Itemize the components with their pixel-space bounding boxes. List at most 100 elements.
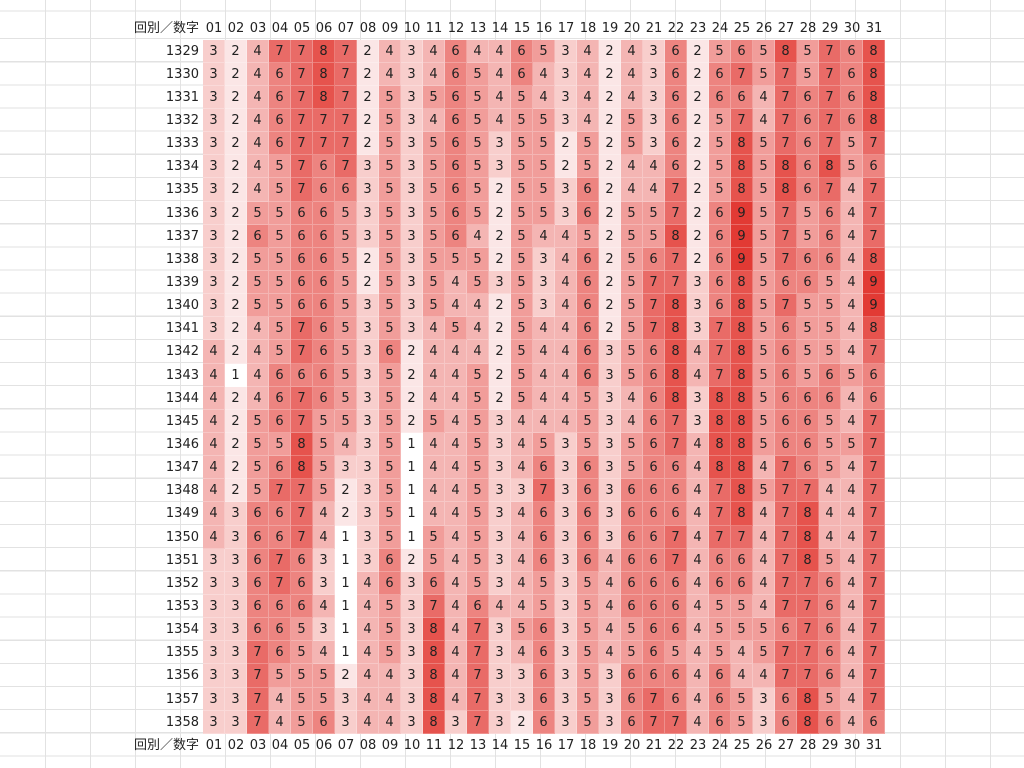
cell: 2 xyxy=(357,271,379,295)
cell: 4 xyxy=(203,525,225,549)
cell: 5 xyxy=(753,294,775,318)
cell: 5 xyxy=(423,85,445,110)
cell: 4 xyxy=(247,62,269,86)
cell: 5 xyxy=(577,595,599,619)
cell: 3 xyxy=(489,618,511,642)
cell: 5 xyxy=(709,132,731,156)
cell: 6 xyxy=(269,109,291,133)
cell: 8 xyxy=(863,62,885,86)
cell: 3 xyxy=(401,201,423,225)
cell: 4 xyxy=(247,85,269,110)
cell: 4 xyxy=(687,548,709,572)
cell: 5 xyxy=(621,132,643,156)
cell: 2 xyxy=(401,363,423,387)
cell: 4 xyxy=(423,109,445,133)
cell: 6 xyxy=(269,363,291,387)
cell: 8 xyxy=(665,363,687,387)
cell: 2 xyxy=(489,294,511,318)
cell: 5 xyxy=(511,224,533,248)
cell: 3 xyxy=(203,271,225,295)
column-header: 25 xyxy=(733,20,751,36)
cell: 5 xyxy=(467,571,489,595)
cell: 4 xyxy=(841,502,863,526)
cell: 7 xyxy=(709,479,731,503)
cell: 3 xyxy=(203,571,225,595)
cell: 7 xyxy=(643,271,665,295)
cell: 5 xyxy=(379,247,401,272)
cell: 4 xyxy=(445,340,467,364)
cell: 5 xyxy=(533,595,555,619)
cell: 4 xyxy=(313,502,335,526)
cell: 5 xyxy=(621,317,643,341)
cell: 5 xyxy=(753,39,775,63)
column-header: 02 xyxy=(227,20,245,36)
cell: 3 xyxy=(555,85,577,110)
cell: 6 xyxy=(643,363,665,387)
cell: 6 xyxy=(269,409,291,433)
cell: 6 xyxy=(665,155,687,179)
cell: 5 xyxy=(269,664,291,688)
cell: 6 xyxy=(709,201,731,225)
cell: 4 xyxy=(819,502,841,526)
cell: 6 xyxy=(533,710,555,734)
cell: 5 xyxy=(533,178,555,202)
cell: 8 xyxy=(423,618,445,642)
cell: 5 xyxy=(621,618,643,642)
cell: 3 xyxy=(643,85,665,110)
cell: 4 xyxy=(841,664,863,688)
cell: 7 xyxy=(863,595,885,619)
cell: 5 xyxy=(709,641,731,665)
cell: 5 xyxy=(247,409,269,433)
cell: 2 xyxy=(357,247,379,272)
cell: 3 xyxy=(203,687,225,711)
cell: 2 xyxy=(687,132,709,156)
cell: 5 xyxy=(511,317,533,341)
cell: 6 xyxy=(775,363,797,387)
cell: 4 xyxy=(247,340,269,364)
cell: 5 xyxy=(467,85,489,110)
cell: 6 xyxy=(621,595,643,619)
cell: 4 xyxy=(577,62,599,86)
cell: 4 xyxy=(445,363,467,387)
cell: 6 xyxy=(621,525,643,549)
column-header: 23 xyxy=(689,20,707,36)
cell: 5 xyxy=(379,224,401,248)
cell: 8 xyxy=(665,317,687,341)
cell: 2 xyxy=(401,548,423,572)
cell: 8 xyxy=(819,155,841,179)
cell: 6 xyxy=(533,456,555,480)
cell: 3 xyxy=(489,456,511,480)
cell: 3 xyxy=(533,271,555,295)
cell: 5 xyxy=(533,571,555,595)
cell: 6 xyxy=(643,641,665,665)
cell: 7 xyxy=(775,294,797,318)
cell: 5 xyxy=(753,641,775,665)
cell: 6 xyxy=(291,247,313,272)
column-header: 30 xyxy=(843,20,861,36)
cell: 8 xyxy=(797,502,819,526)
cell: 3 xyxy=(225,641,247,665)
cell: 3 xyxy=(643,132,665,156)
cell: 2 xyxy=(599,109,621,133)
cell: 4 xyxy=(621,409,643,433)
column-header: 21 xyxy=(645,20,663,36)
cell: 6 xyxy=(467,595,489,619)
cell: 5 xyxy=(753,132,775,156)
cell: 5 xyxy=(291,710,313,734)
cell: 6 xyxy=(291,201,313,225)
cell: 7 xyxy=(643,710,665,734)
cell: 6 xyxy=(247,224,269,248)
cell: 6 xyxy=(643,502,665,526)
cell: 5 xyxy=(247,479,269,503)
cell: 2 xyxy=(335,479,357,503)
cell: 2 xyxy=(599,271,621,295)
cell: 4 xyxy=(423,363,445,387)
cell: 4 xyxy=(533,386,555,410)
column-header: 04 xyxy=(271,737,289,753)
column-header: 13 xyxy=(469,737,487,753)
cell: 7 xyxy=(863,178,885,202)
cell: 4 xyxy=(841,317,863,341)
cell: 5 xyxy=(819,294,841,318)
cell: 7 xyxy=(467,641,489,665)
cell: 5 xyxy=(797,201,819,225)
